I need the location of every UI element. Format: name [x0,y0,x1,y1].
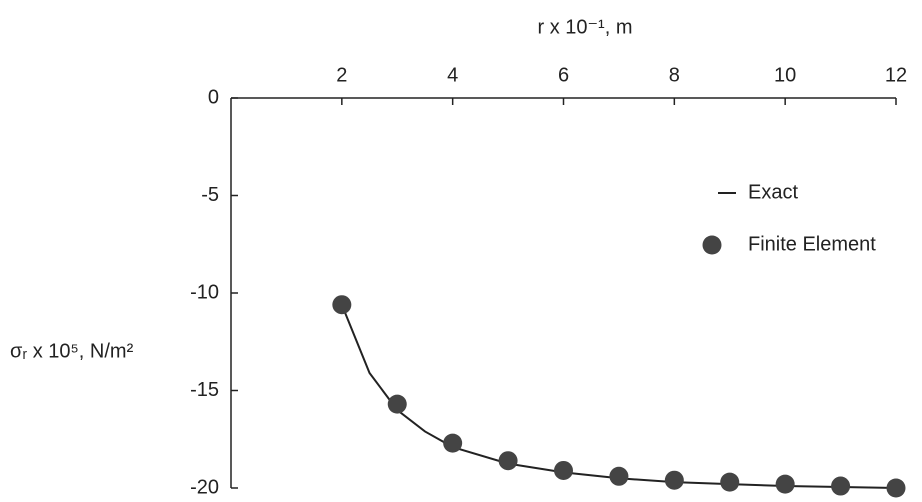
y-tick-label: -5 [201,184,219,206]
x-tick-label: 8 [669,64,680,86]
data-point [609,467,628,486]
data-point [720,473,739,492]
chart: r x 10⁻¹, m σᵣ x 10⁵, N/m² 2 4 6 8 10 12 0 -5 -1… [0,0,922,502]
data-point [554,461,573,480]
y-tick-label: -15 [190,379,219,401]
x-tick-label: 2 [336,64,347,86]
x-tick-label: 6 [558,64,569,86]
data-point [388,395,407,414]
data-point [443,434,462,453]
y-tick-label: -20 [190,476,219,498]
exact-line [342,305,896,488]
data-point [665,471,684,490]
x-axis-label: r x 10⁻¹, m [537,16,632,38]
data-point [831,477,850,496]
x-tick-label: 4 [447,64,458,86]
legend-label: Finite Element [748,233,876,255]
y-tick-label: 0 [208,86,219,108]
x-tick-label: 12 [885,64,907,86]
legend-marker [703,236,722,255]
data-point [776,475,795,494]
data-point [499,451,518,470]
x-tick-label: 10 [774,64,796,86]
data-point [887,479,906,498]
y-axis-label: σᵣ x 10⁵, N/m² [10,340,134,362]
data-point [332,295,351,314]
y-tick-label: -10 [190,281,219,303]
legend-label: Exact [748,181,798,203]
